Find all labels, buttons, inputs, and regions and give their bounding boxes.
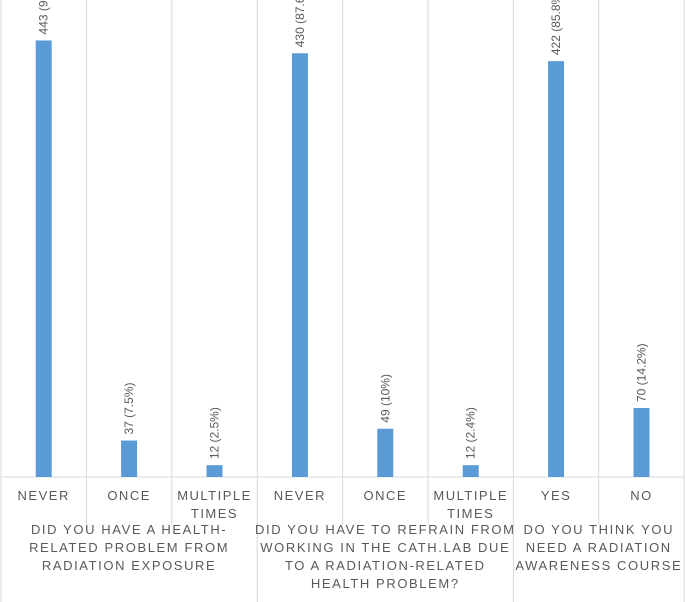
bar-1-1 bbox=[377, 428, 394, 477]
category-label: TIMES bbox=[191, 506, 238, 521]
group-label: DO YOU THINK YOU bbox=[524, 522, 675, 537]
category-label: NEVER bbox=[18, 488, 70, 503]
data-label: 422 (85.8%) bbox=[549, 0, 563, 55]
group-label: TO A RADIATION-RELATED bbox=[285, 558, 486, 573]
category-label: MULTIPLE bbox=[433, 488, 508, 503]
bar-1-0 bbox=[291, 53, 308, 477]
data-label: 12 (2.4%) bbox=[464, 407, 478, 459]
category-label: ONCE bbox=[107, 488, 151, 503]
group-label: DID YOU HAVE A HEALTH- bbox=[31, 522, 227, 537]
category-label: YES bbox=[541, 488, 572, 503]
group-label: RADIATION EXPOSURE bbox=[42, 558, 216, 573]
category-label: ONCE bbox=[364, 488, 408, 503]
data-label: 12 (2.5%) bbox=[208, 407, 222, 459]
group-label: HEALTH PROBLEM? bbox=[311, 576, 460, 591]
group-label: NEED A RADIATION bbox=[526, 540, 672, 555]
group-label: DID YOU HAVE TO REFRAIN FROM bbox=[255, 522, 516, 537]
bar-0-1 bbox=[121, 440, 138, 477]
group-label: WORKING IN THE CATH.LAB DUE bbox=[260, 540, 510, 555]
data-label: 37 (7.5%) bbox=[122, 383, 136, 435]
data-label: 443 (90%) bbox=[37, 0, 51, 34]
bar-0-0 bbox=[35, 40, 52, 477]
data-label: 430 (87.6%) bbox=[293, 0, 307, 47]
category-label: TIMES bbox=[447, 506, 494, 521]
group-label: RELATED PROBLEM FROM bbox=[29, 540, 229, 555]
bar-1-2 bbox=[462, 465, 479, 477]
bar-2-1 bbox=[633, 408, 650, 477]
group-label: AWARENESS COURSE bbox=[515, 558, 682, 573]
category-label: MULTIPLE bbox=[177, 488, 252, 503]
category-label: NO bbox=[630, 488, 653, 503]
data-label: 70 (14.2%) bbox=[635, 343, 649, 402]
category-label: NEVER bbox=[274, 488, 326, 503]
data-label: 49 (10%) bbox=[378, 374, 392, 423]
bar-2-0 bbox=[548, 61, 565, 477]
bar-0-2 bbox=[206, 465, 223, 477]
